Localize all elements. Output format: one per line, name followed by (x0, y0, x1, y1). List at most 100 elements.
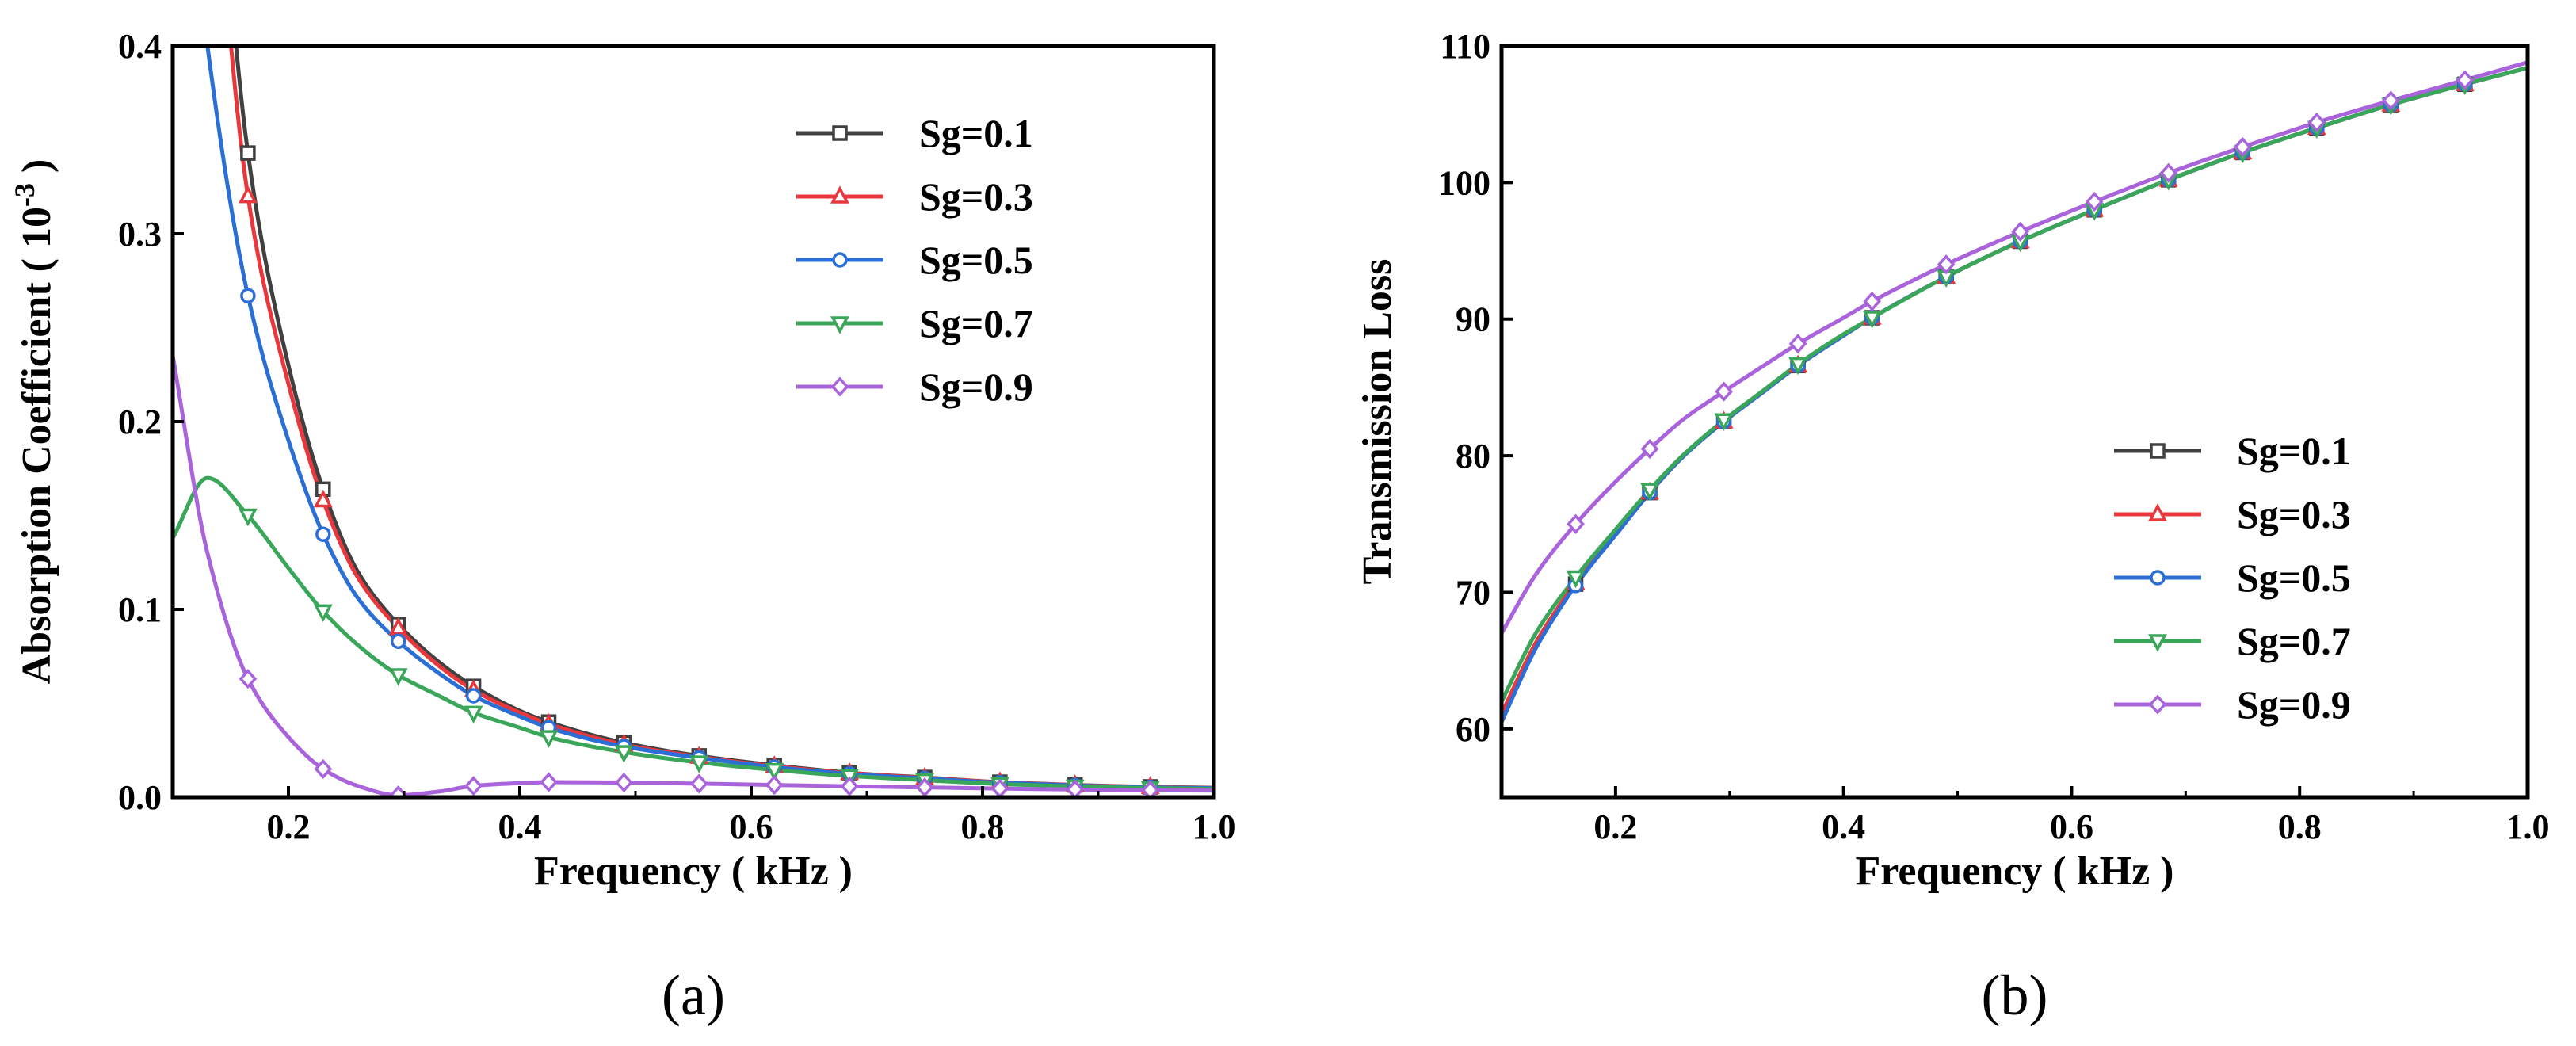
legend-marker (830, 185, 849, 204)
legend-marker (2148, 503, 2167, 521)
series-markers-Sg-0_9 (1567, 70, 2475, 534)
x-tick-label: 0.2 (267, 807, 311, 846)
legend-item: Sg=0.7 (2114, 619, 2351, 663)
series-line-Sg-0_1 (1502, 66, 2528, 716)
data-point (1788, 334, 1807, 354)
data-point (388, 668, 408, 686)
y-tick-label: 80 (1456, 437, 1490, 475)
legend-label: Sg=0.3 (2237, 492, 2351, 536)
legend-label: Sg=0.9 (2237, 682, 2351, 727)
data-point (1788, 357, 1808, 376)
data-point (1937, 254, 1956, 275)
data-point (238, 185, 258, 204)
x-tick-label: 0.8 (2278, 807, 2322, 846)
data-point (465, 688, 482, 704)
x-tick-label: 0.4 (498, 807, 542, 846)
y-tick-label: 0.4 (118, 27, 162, 66)
series-line-Sg-0_3 (1502, 66, 2528, 715)
series-line-Sg-0_9 (1502, 60, 2528, 635)
panel-label: (b) (1982, 964, 2048, 1027)
panel-label: (a) (662, 964, 725, 1027)
y-tick-label: 90 (1456, 300, 1490, 339)
data-point (2307, 112, 2326, 133)
data-point (464, 705, 483, 724)
data-point (314, 758, 333, 780)
data-point (2456, 70, 2475, 90)
legend-item: Sg=0.1 (796, 111, 1033, 155)
data-point (1141, 780, 1160, 797)
data-point (238, 508, 258, 527)
data-point (239, 669, 258, 689)
data-point (1567, 513, 1585, 534)
legend-marker (830, 316, 849, 334)
legend-label: Sg=0.1 (919, 111, 1033, 155)
series-line-Sg-0_1 (234, 46, 1214, 790)
data-point (689, 755, 709, 773)
data-point (240, 288, 256, 303)
data-point (1862, 311, 1882, 329)
data-point (689, 773, 708, 794)
chart-absorption-coefficient: 0.2 0.4 0.6 0.8 1.00.00.10.20.30.4Frequency … (9, 27, 1236, 1027)
data-point (1863, 291, 1881, 311)
legend-item: Sg=0.7 (796, 301, 1033, 345)
legend-item: Sg=0.3 (2114, 492, 2351, 536)
x-tick-label: 1.0 (1193, 807, 1236, 846)
y-axis-label: Transmission Loss (1355, 259, 1400, 585)
y-tick-label: 70 (1456, 573, 1490, 612)
y-axis-label-suffix: ) (14, 159, 59, 183)
legend-item: Sg=0.1 (2114, 429, 2351, 473)
series-markers-Sg-0_9 (239, 669, 1160, 797)
y-axis-label-exponent: -3 (9, 183, 40, 207)
chart-transmission-loss: 0.2 0.4 0.6 0.8 1.0 60 70 80 90 100 110 Frequency (… (1355, 27, 2550, 1027)
legend: Sg=0.1 Sg=0.3 Sg=0.5 Sg=0.7 Sg=0.9 (796, 111, 1033, 409)
data-point (2159, 162, 2178, 183)
data-point (464, 776, 483, 796)
legend-item: Sg=0.9 (796, 365, 1033, 409)
legend-marker (2148, 634, 2167, 652)
legend-marker (2150, 570, 2166, 586)
data-point (2011, 221, 2030, 242)
y-axis-label: Absorption Coefficient ( 10-3 ) (9, 159, 59, 685)
legend-marker (832, 125, 848, 141)
series-line-Sg-0_5 (1502, 66, 2528, 723)
legend-label: Sg=0.5 (919, 238, 1033, 282)
data-point (240, 145, 256, 161)
x-tick-label: 0.8 (961, 807, 1005, 846)
legend-label: Sg=0.1 (2237, 429, 2351, 473)
legend-item: Sg=0.9 (2114, 682, 2351, 727)
data-point (765, 762, 784, 781)
legend-marker (832, 252, 848, 268)
data-point (1566, 570, 1586, 589)
legend-label: Sg=0.3 (919, 174, 1033, 219)
data-point (313, 489, 333, 508)
plot-frame (170, 44, 1216, 800)
data-point (2233, 136, 2252, 158)
legend-item: Sg=0.3 (796, 174, 1033, 219)
legend-item: Sg=0.5 (2114, 555, 2351, 600)
legend-marker (2148, 694, 2167, 715)
x-axis-label: Frequency ( kHz ) (534, 849, 853, 894)
series-line-Sg-0_3 (229, 46, 1214, 790)
data-point (390, 633, 406, 650)
series-line-Sg-0_7 (1502, 66, 2528, 703)
series-line-Sg-0_7 (173, 475, 1214, 792)
y-tick-label: 100 (1438, 163, 1490, 202)
series-line-Sg-0_9 (173, 355, 1214, 797)
x-tick-label: 0.6 (730, 807, 773, 846)
data-point (540, 772, 558, 792)
y-tick-label: 110 (1440, 27, 1490, 66)
data-point (840, 776, 859, 796)
data-point (2381, 90, 2400, 111)
y-tick-label: 0.3 (118, 215, 162, 254)
legend-label: Sg=0.7 (919, 301, 1033, 345)
y-tick-label: 0.1 (118, 590, 162, 629)
x-tick-label: 0.6 (2050, 807, 2093, 846)
data-point (1066, 779, 1085, 797)
legend-item: Sg=0.5 (796, 238, 1033, 282)
data-point (614, 745, 634, 763)
data-point (313, 604, 333, 623)
data-point (2085, 191, 2104, 212)
legend-label: Sg=0.5 (2237, 555, 2351, 600)
legend-marker (830, 376, 849, 397)
